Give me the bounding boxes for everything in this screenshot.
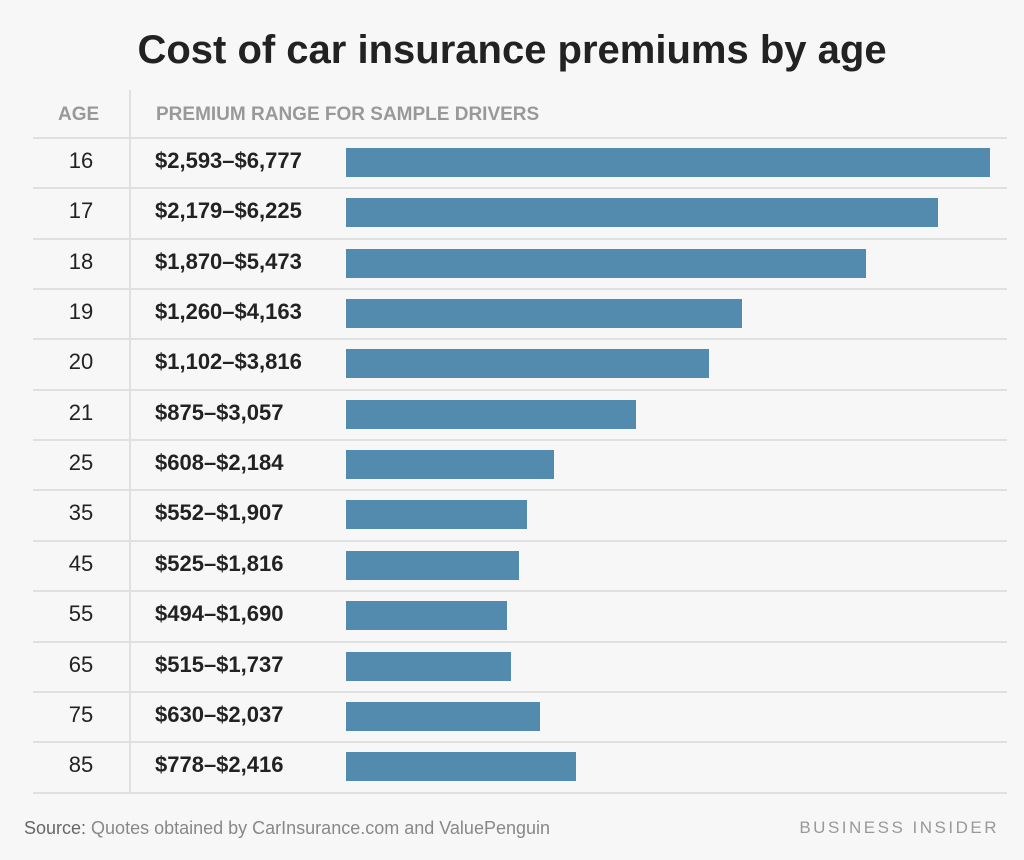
row-divider [33, 137, 1007, 139]
age-label: 16 [68, 148, 94, 173]
age-column-header: AGE [58, 104, 100, 125]
bar [346, 550, 519, 580]
range-label: $2,593–$6,777 [155, 148, 302, 173]
age-label: 55 [68, 601, 94, 627]
row-divider [33, 338, 1007, 341]
row-divider [33, 237, 1007, 240]
source-text: Quotes obtained by CarInsurance.com and … [86, 818, 551, 838]
range-label: $494–$1,690 [155, 601, 284, 627]
row-divider [33, 690, 1007, 693]
bar [346, 752, 576, 782]
range-label: $630–$2,037 [155, 701, 284, 727]
age-label: 65 [68, 651, 94, 677]
range-label: $1,260–$4,163 [155, 299, 302, 325]
premium-column-header: PREMIUM RANGE FOR SAMPLE DRIVERS [156, 104, 540, 125]
range-label: $515–$1,737 [155, 651, 284, 677]
range-label: $778–$2,416 [155, 752, 284, 778]
age-label: 19 [68, 299, 94, 325]
bar [346, 399, 637, 429]
age-label: 75 [68, 701, 94, 727]
age-label: 45 [68, 550, 94, 576]
bar [346, 701, 540, 731]
range-label: $608–$2,184 [155, 450, 284, 476]
range-label: $2,179–$6,225 [155, 198, 302, 224]
row-divider [33, 187, 1007, 190]
bar [346, 651, 512, 681]
source-note: Source: Quotes obtained by CarInsurance.… [24, 818, 550, 839]
range-label: $875–$3,057 [155, 399, 284, 425]
source-label: Source: [24, 818, 87, 838]
age-label: 17 [68, 198, 94, 224]
bar [346, 601, 507, 631]
range-label: $1,102–$3,816 [155, 349, 302, 375]
range-label: $552–$1,907 [155, 500, 284, 526]
range-label: $1,870–$5,473 [155, 248, 302, 274]
row-divider [33, 539, 1007, 542]
age-label: 35 [68, 500, 94, 526]
row-divider [33, 741, 1007, 744]
age-label: 85 [68, 752, 94, 778]
age-label: 21 [68, 399, 94, 425]
row-divider [33, 489, 1007, 492]
bar [346, 248, 867, 278]
bar [346, 500, 528, 530]
bar [346, 349, 709, 379]
age-label: 20 [68, 349, 94, 375]
bar [346, 198, 938, 228]
age-label: 18 [68, 248, 94, 274]
age-label: 25 [68, 450, 94, 476]
bar [346, 148, 990, 177]
chart-title: Cost of car insurance premiums by age [137, 28, 887, 72]
brand-logo: BUSINESS INSIDER [799, 818, 999, 837]
row-divider [33, 388, 1007, 391]
row-divider [33, 288, 1007, 291]
row-divider [33, 439, 1007, 442]
row-divider [33, 791, 1007, 794]
row-divider [33, 640, 1007, 643]
range-label: $525–$1,816 [155, 550, 284, 576]
bar [346, 450, 554, 480]
row-divider [33, 590, 1007, 593]
bar [346, 299, 742, 329]
